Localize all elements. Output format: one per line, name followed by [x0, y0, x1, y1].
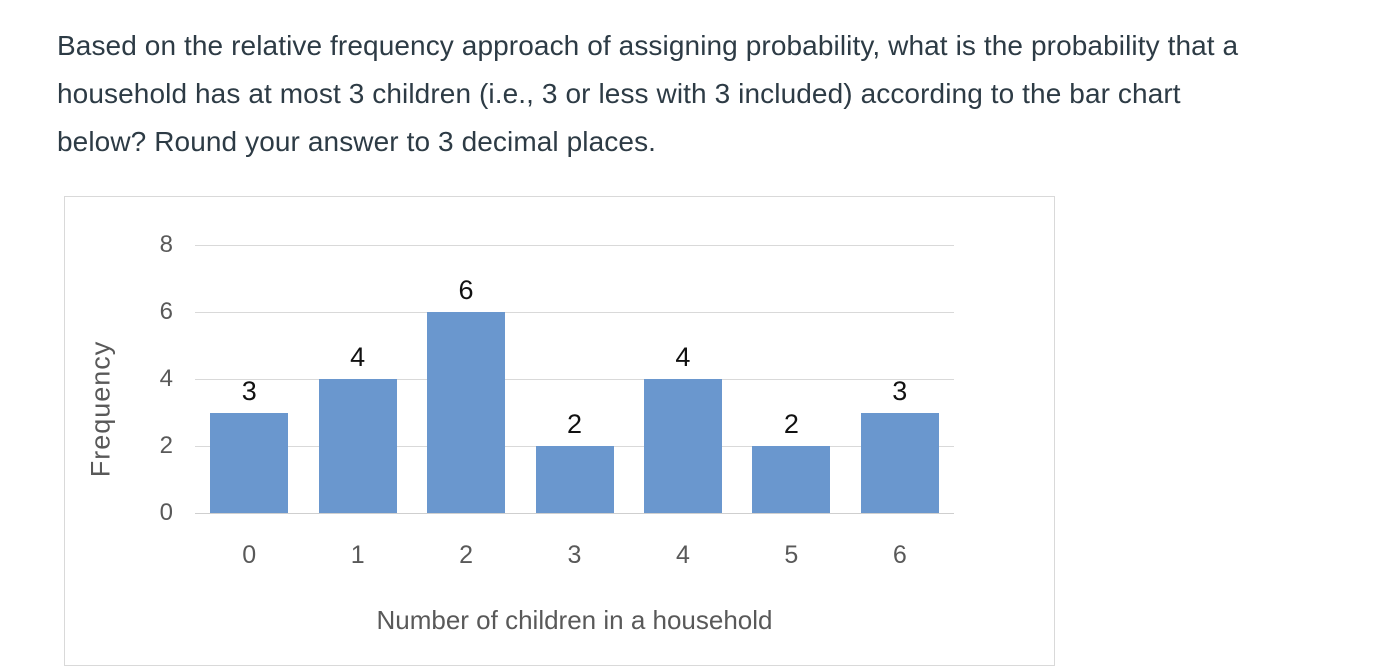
x-tick-label: 0 — [242, 541, 257, 569]
x-axis-line — [195, 513, 954, 514]
x-tick-label: 4 — [675, 541, 690, 569]
bar-chart: Frequency 0 2 4 6 8 3 0 4 1 6 2 2 3 4 4 2 5 3 6 Number of … — [64, 196, 1055, 666]
bar-value-label: 4 — [350, 342, 366, 372]
bar — [643, 379, 722, 513]
y-tick-label: 4 — [159, 365, 173, 392]
y-tick-label: 8 — [159, 231, 173, 258]
bar — [318, 379, 397, 513]
bar-value-label: 3 — [241, 375, 257, 406]
x-tick-label: 3 — [567, 541, 582, 569]
bar-value-label: 3 — [892, 375, 908, 406]
y-tick-label: 6 — [159, 298, 173, 325]
bar-value-label: 4 — [675, 342, 691, 372]
x-tick-label: 2 — [459, 541, 474, 569]
bar — [535, 446, 614, 513]
question-line-3: below? Round your answer to 3 decimal pl… — [57, 126, 657, 157]
question-line-1: Based on the relative frequency approach… — [57, 30, 1239, 61]
gridline — [195, 312, 954, 313]
bar-value-label: 6 — [458, 275, 474, 305]
y-axis-title: Frequency — [85, 340, 116, 478]
y-tick-label: 0 — [159, 499, 173, 526]
bar — [210, 412, 289, 513]
bar-value-label: 2 — [566, 409, 583, 439]
gridline — [195, 245, 954, 246]
question-line-2: household has at most 3 children (i.e., … — [57, 78, 1181, 109]
bar-value-label: 2 — [783, 409, 799, 439]
gridline — [195, 379, 954, 380]
question-text: Based on the relative frequency approach… — [57, 22, 1387, 166]
x-axis-title: Number of children in a household — [376, 605, 773, 635]
bar — [427, 312, 506, 513]
x-tick-label: 1 — [350, 541, 365, 569]
y-tick-label: 2 — [159, 432, 173, 459]
x-tick-label: 5 — [784, 541, 799, 569]
bar — [860, 412, 939, 513]
x-tick-label: 6 — [892, 541, 907, 569]
bar — [752, 446, 831, 513]
